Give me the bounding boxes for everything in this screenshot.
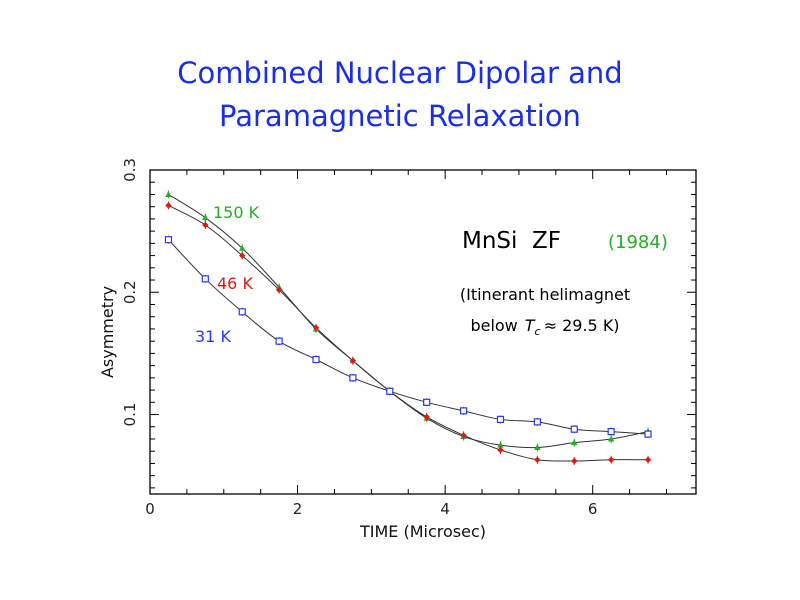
data-point	[275, 337, 283, 346]
y-tick-label: 0.3	[121, 158, 139, 182]
x-tick-label: 6	[588, 500, 598, 518]
x-axis-label: TIME (Microsec)	[359, 522, 486, 541]
tc-value: ≈ 29.5 K)	[544, 316, 620, 335]
slide-title-line-1: Combined Nuclear Dipolar and	[177, 56, 623, 90]
data-point	[238, 307, 246, 316]
data-point	[460, 431, 467, 440]
data-point	[607, 455, 615, 464]
x-tick-label: 4	[440, 500, 450, 518]
series-label-46k: 46 K	[217, 274, 253, 293]
axis-ticks: 0 2 4 6 0.1 0.2 0.3	[121, 158, 696, 518]
data-point	[165, 201, 172, 210]
note-below-text: below	[470, 316, 517, 335]
year-annotation: (1984)	[608, 232, 668, 253]
data-point	[607, 434, 615, 443]
tc-symbol: T	[525, 316, 536, 335]
data-point	[202, 221, 209, 230]
data-point	[459, 406, 468, 415]
sample-annotation: MnSi ZF	[462, 228, 561, 254]
data-point	[349, 373, 357, 382]
data-point	[496, 415, 505, 424]
data-point	[312, 355, 320, 364]
data-point	[570, 425, 578, 434]
data-point	[386, 387, 394, 396]
data-point	[644, 430, 652, 439]
y-axis-label: Asymmetry	[98, 286, 117, 378]
y-tick-label: 0.2	[121, 280, 139, 304]
data-point	[534, 443, 541, 452]
series-label-150k: 150 K	[213, 203, 260, 222]
note-line-1: (Itinerant helimagnet	[460, 285, 630, 304]
data-point	[423, 412, 430, 421]
data-point	[165, 190, 172, 199]
plot-frame	[149, 169, 697, 495]
data-point	[239, 251, 246, 260]
series-label-31k: 31 K	[195, 327, 231, 346]
data-point	[202, 213, 209, 222]
data-point	[239, 244, 246, 253]
slide-title-line-2: Paramagnetic Relaxation	[219, 99, 581, 133]
data-point	[571, 438, 578, 447]
series-markers	[164, 190, 652, 465]
data-point	[164, 235, 173, 244]
data-point	[607, 427, 615, 436]
y-tick-label: 0.1	[121, 403, 139, 427]
data-point	[644, 455, 652, 464]
data-point	[312, 323, 320, 332]
data-point	[423, 398, 431, 407]
note-line-2: below Tc ≈ 29.5 K)	[470, 316, 619, 338]
tc-subscript: c	[535, 325, 541, 338]
data-point	[497, 445, 504, 454]
data-point	[201, 274, 209, 283]
data-point	[349, 356, 357, 365]
data-point	[534, 455, 541, 464]
series-line	[168, 194, 649, 449]
data-point	[571, 456, 578, 465]
x-tick-label: 2	[293, 500, 303, 518]
x-tick-label: 0	[145, 500, 155, 518]
data-point	[275, 285, 283, 294]
data-point	[533, 417, 541, 426]
